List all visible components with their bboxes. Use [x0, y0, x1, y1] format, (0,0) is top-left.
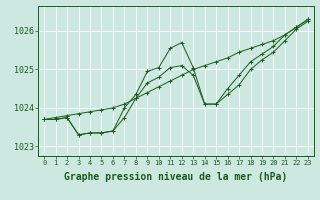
- X-axis label: Graphe pression niveau de la mer (hPa): Graphe pression niveau de la mer (hPa): [64, 172, 288, 182]
